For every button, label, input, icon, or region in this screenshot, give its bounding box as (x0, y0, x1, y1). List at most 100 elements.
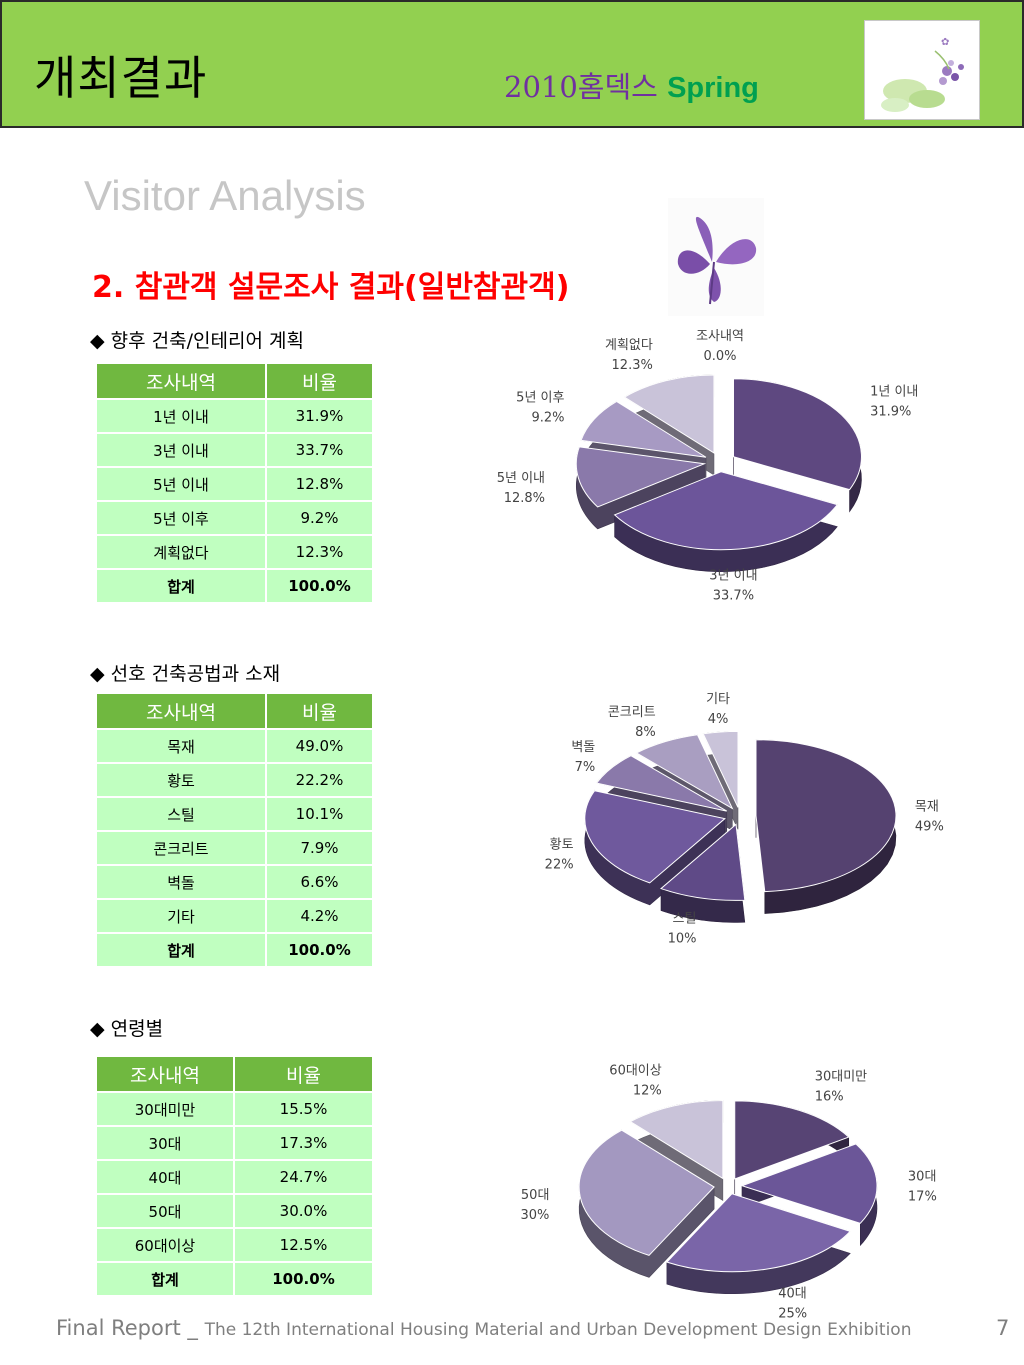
slice-value-label: 33.7% (713, 589, 754, 604)
row-item: 40대 (97, 1161, 233, 1193)
slice-value-label: 31.9% (870, 404, 911, 419)
row-item: 벽돌 (97, 866, 265, 898)
row-ratio: 24.7% (235, 1161, 372, 1193)
footer-report: Final Report _ (56, 1316, 198, 1340)
plan-pie-chart: 1년 이내 31.9% 3년 이내 33.7% 5년 이내 12.8% 5년 이후 9.2% 계… (497, 329, 919, 604)
age-table: 조사내역 비율 30대미만 15.5% 30대 17.3% 40대 24.7% 50대… (95, 1055, 374, 1297)
total-ratio: 100.0% (267, 570, 372, 602)
row-item: 30대 (97, 1127, 233, 1159)
table-total-row: 합계 100.0% (97, 934, 372, 966)
slice-value-label: 8% (635, 725, 656, 740)
row-item: 콘크리트 (97, 832, 265, 864)
subhead-age: ◆ 연령별 (90, 1018, 164, 1040)
slice-category-label: 벽돌 (571, 740, 595, 755)
row-ratio: 17.3% (235, 1127, 372, 1159)
page-number: 7 (996, 1316, 1010, 1340)
pie-slice (629, 1099, 724, 1202)
slice-category-label: 3년 이내 (709, 569, 757, 584)
row-item: 30대미만 (97, 1093, 233, 1125)
col-item-header: 조사내역 (97, 1057, 233, 1091)
plan-table: 조사내역 비율 1년 이내 31.9% 3년 이내 33.7% 5년 이내 12.8%… (95, 362, 374, 604)
slice-category-label: 40대 (778, 1286, 807, 1301)
slice-value-label: 4% (708, 712, 729, 727)
slice-value-label: 10% (668, 931, 697, 946)
method-table: 조사내역 비율 목재 49.0% 황토 22.2% 스틸 10.1% 콘크리트 7.9%… (95, 692, 374, 968)
slice-category-label: 1년 이내 (870, 384, 918, 399)
slice-value-label: 7% (575, 760, 596, 775)
row-ratio: 33.7% (267, 434, 372, 466)
row-ratio: 10.1% (267, 798, 372, 830)
slice-category-label: 콘크리트 (608, 705, 656, 720)
event-subtitle: 2010홈덱스 Spring (504, 64, 759, 106)
pie-slice (665, 1193, 852, 1295)
pie-slice (578, 1129, 715, 1278)
table-row: 30대 17.3% (97, 1127, 372, 1159)
row-ratio: 7.9% (267, 832, 372, 864)
row-ratio: 30.0% (235, 1195, 372, 1227)
row-item: 5년 이내 (97, 468, 265, 500)
svg-text:✿: ✿ (941, 37, 949, 48)
row-item: 황토 (97, 764, 265, 796)
total-ratio: 100.0% (235, 1263, 372, 1295)
table-row: 40대 24.7% (97, 1161, 372, 1193)
slice-category-label: 50대 (521, 1188, 550, 1203)
slice-category-label: 60대이상 (609, 1063, 661, 1078)
table-row: 5년 이후 9.2% (97, 502, 372, 534)
row-ratio: 12.3% (267, 536, 372, 568)
table-row: 30대미만 15.5% (97, 1093, 372, 1125)
event-season: Spring (667, 72, 759, 104)
row-item: 5년 이후 (97, 502, 265, 534)
subhead-method: ◆ 선호 건축공법과 소재 (90, 663, 281, 685)
col-item-header: 조사내역 (97, 694, 265, 728)
slice-value-label: 0.0% (703, 349, 736, 364)
table-row: 기타 4.2% (97, 900, 372, 932)
slice-category-label: 황토 (550, 838, 574, 853)
row-ratio: 4.2% (267, 900, 372, 932)
total-item: 합계 (97, 570, 265, 602)
row-ratio: 12.8% (267, 468, 372, 500)
slice-category-label: 조사내역 (696, 329, 744, 344)
slice-category-label: 계획없다 (605, 338, 653, 353)
row-ratio: 31.9% (267, 400, 372, 432)
col-ratio-header: 비율 (267, 694, 372, 728)
table-row: 벽돌 6.6% (97, 866, 372, 898)
slice-value-label: 30% (521, 1208, 550, 1223)
pie-slice (732, 378, 862, 513)
total-item: 합계 (97, 934, 265, 966)
slice-value-label: 12.8% (504, 491, 545, 506)
visitor-analysis-heading: Visitor Analysis (84, 172, 366, 219)
table-row: 목재 49.0% (97, 730, 372, 762)
row-item: 3년 이내 (97, 434, 265, 466)
table-row: 3년 이내 33.7% (97, 434, 372, 466)
slice-value-label: 9.2% (531, 411, 564, 426)
slice-category-label: 5년 이내 (497, 471, 545, 486)
footer-exhibition: The 12th International Housing Material … (204, 1320, 912, 1340)
slice-category-label: 스틸 (673, 911, 697, 926)
slice-value-label: 12.3% (612, 358, 653, 373)
table-row: 콘크리트 7.9% (97, 832, 372, 864)
row-item: 기타 (97, 900, 265, 932)
slice-category-label: 30대미만 (815, 1070, 867, 1085)
table-row: 계획없다 12.3% (97, 536, 372, 568)
slice-value-label: 22% (545, 858, 574, 873)
slice-value-label: 17% (908, 1189, 937, 1204)
row-item: 계획없다 (97, 536, 265, 568)
row-item: 1년 이내 (97, 400, 265, 432)
row-ratio: 6.6% (267, 866, 372, 898)
row-ratio: 22.2% (267, 764, 372, 796)
col-ratio-header: 비율 (267, 364, 372, 398)
section-title: 2. 참관객 설문조사 결과(일반참관객) (92, 270, 570, 305)
pie-slice (740, 1143, 878, 1247)
slice-category-label: 5년 이후 (516, 391, 564, 406)
slice-category-label: 기타 (706, 692, 730, 707)
table-row: 50대 30.0% (97, 1195, 372, 1227)
subhead-plan: ◆ 향후 건축/인테리어 계획 (90, 330, 304, 352)
pie-slice (584, 789, 726, 906)
row-item: 스틸 (97, 798, 265, 830)
row-ratio: 15.5% (235, 1093, 372, 1125)
method-pie-chart: 목재 49% 스틸 10% 황토 22% 벽돌 7% 콘크리트 8% 기타 4% (545, 692, 944, 947)
flower-illustration-icon: ✿ (864, 20, 980, 120)
age-pie-chart: 30대미만 16% 30대 17% 40대 25% 50대 30% 60대이상 12% (521, 1063, 937, 1321)
pie-slice (660, 823, 746, 923)
table-row: 스틸 10.1% (97, 798, 372, 830)
